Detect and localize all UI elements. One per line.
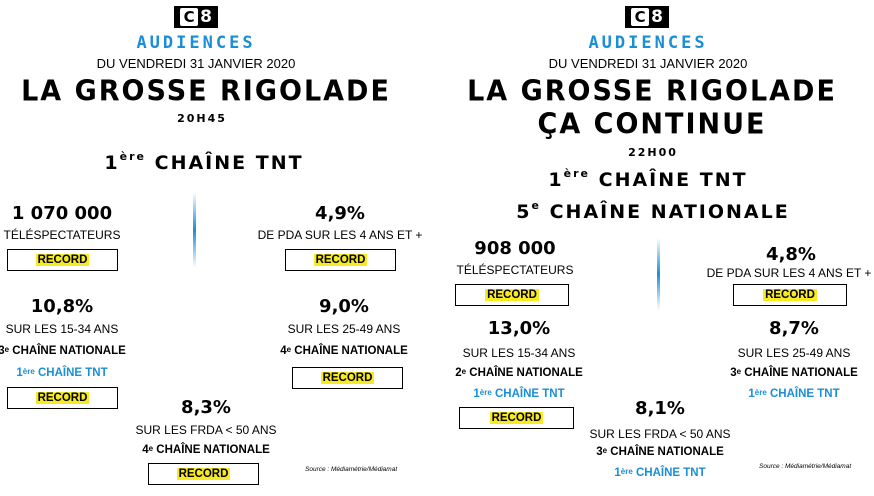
share-25-49-value: 9,0% [319, 296, 369, 317]
divider-line [193, 192, 196, 268]
share-15-34-rank: 3e CHAÎNE NATIONALE [0, 345, 126, 357]
share-15-34-value: 10,8% [30, 296, 94, 317]
share-15-34-tnt-rank: 1ère CHAÎNE TNT [16, 367, 108, 379]
share-25-49-label: SUR LES 25-49 ANS [287, 322, 401, 336]
record-badge: RECORD [148, 463, 259, 485]
overall-tnt-rank: 1ère CHAÎNE TNT [548, 167, 748, 191]
share-15-34-label: SUR LES 15-34 ANS [5, 322, 119, 336]
frda-label: SUR LES FRDA < 50 ANS [135, 423, 277, 437]
record-badge: RECORD [459, 407, 574, 429]
share-15-34-value: 13,0% [487, 318, 551, 339]
audiences-title: AUDIENCES [588, 33, 708, 53]
overall-rank: 1ère CHAÎNE TNT [104, 150, 304, 174]
c8-logo-number: 8 [651, 7, 663, 27]
viewers-label: TÉLÉSPECTATEURS [456, 263, 574, 277]
right-panel: C 8 AUDIENCES DU VENDREDI 31 JANVIER 202… [437, 0, 874, 496]
viewers-value: 1 070 000 [11, 203, 113, 224]
broadcast-date: DU VENDREDI 31 JANVIER 2020 [548, 56, 748, 71]
left-panel: C 8 AUDIENCES DU VENDREDI 31 JANVIER 202… [0, 6, 423, 485]
record-badge: RECORD [285, 249, 396, 271]
frda-value: 8,3% [181, 397, 231, 418]
frda-tnt-rank: 1ère CHAÎNE TNT [614, 467, 706, 479]
program-time: 22H00 [628, 146, 678, 159]
pda-value: 4,9% [315, 203, 365, 224]
c8-logo-c-mark: C [631, 8, 650, 26]
pda-value: 4,8% [766, 244, 816, 265]
share-25-49-tnt-rank: 1ère CHAÎNE TNT [748, 388, 840, 400]
source-note: Source : Médiamétrie/Médiamat [305, 466, 398, 473]
c8-logo-c-mark: C [180, 8, 199, 26]
viewers-label: TÉLÉSPECTATEURS [3, 228, 121, 242]
overall-national-rank: 5e CHAÎNE NATIONALE [516, 199, 790, 223]
share-15-34-tnt-rank: 1ère CHAÎNE TNT [473, 388, 565, 400]
frda-value: 8,1% [635, 398, 685, 419]
share-25-49-value: 8,7% [769, 318, 819, 339]
viewers-value: 908 000 [474, 238, 556, 259]
pda-label: DE PDA SUR LES 4 ANS ET + [706, 266, 872, 280]
c8-logo: C 8 [625, 6, 669, 28]
frda-rank: 3e CHAÎNE NATIONALE [596, 446, 724, 458]
record-badge: RECORD [292, 367, 403, 389]
share-25-49-rank: 3e CHAÎNE NATIONALE [730, 367, 858, 379]
divider-line [657, 238, 660, 310]
program-title-line-1: LA GROSSE RIGOLADE [467, 75, 837, 108]
record-badge: RECORD [7, 387, 118, 409]
share-25-49-label: SUR LES 25-49 ANS [737, 346, 851, 360]
program-time: 20H45 [177, 112, 227, 125]
c8-logo: C 8 [174, 6, 218, 28]
share-15-34-label: SUR LES 15-34 ANS [462, 346, 576, 360]
record-badge: RECORD [733, 284, 847, 306]
c8-logo-number: 8 [200, 7, 212, 27]
share-25-49-rank: 4e CHAÎNE NATIONALE [280, 345, 408, 357]
broadcast-date: DU VENDREDI 31 JANVIER 2020 [96, 56, 296, 71]
pda-label: DE PDA SUR LES 4 ANS ET + [257, 228, 423, 242]
frda-rank: 4e CHAÎNE NATIONALE [142, 444, 270, 456]
source-note: Source : Médiamétrie/Médiamat [759, 463, 852, 470]
program-title: LA GROSSE RIGOLADE [21, 75, 391, 108]
record-badge: RECORD [7, 249, 118, 271]
share-15-34-rank: 2e CHAÎNE NATIONALE [455, 367, 583, 379]
record-badge: RECORD [455, 284, 569, 306]
frda-label: SUR LES FRDA < 50 ANS [589, 427, 731, 441]
audiences-title: AUDIENCES [136, 33, 256, 53]
program-title-line-2: ÇA CONTINUE [537, 108, 767, 141]
